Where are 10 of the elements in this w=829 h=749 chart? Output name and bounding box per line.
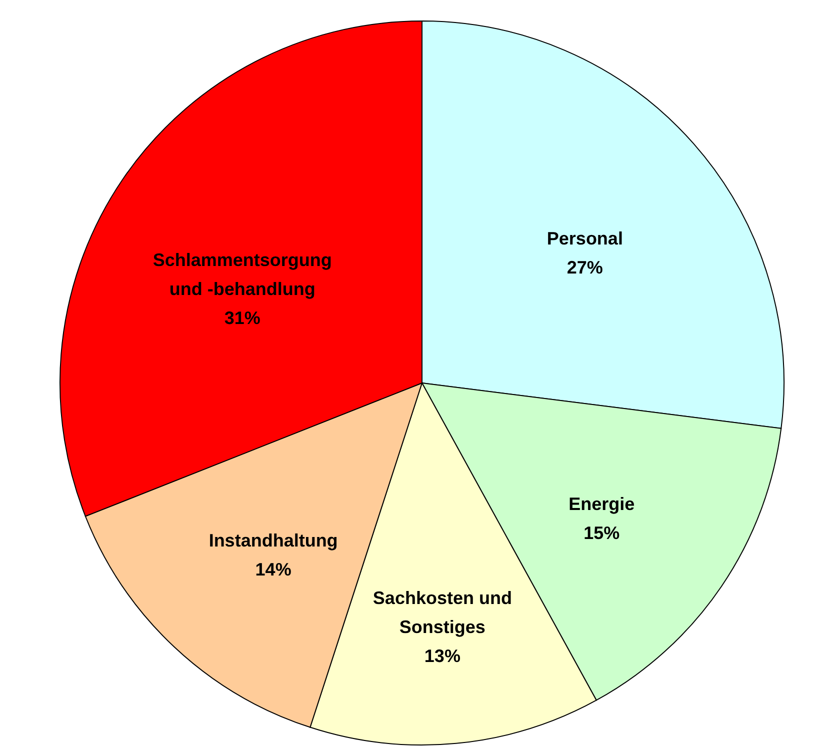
data-label: 13% bbox=[424, 646, 460, 666]
data-label: 27% bbox=[566, 257, 603, 278]
slice-label: Sachkosten und Sonstiges bbox=[372, 588, 512, 638]
slice-label: Energie bbox=[568, 494, 635, 514]
data-label: 31% bbox=[224, 308, 260, 328]
data-label: 15% bbox=[584, 523, 620, 544]
slice-label: Instandhaltung bbox=[208, 530, 338, 550]
data-label: 14% bbox=[255, 559, 292, 580]
slice-label: Schlammentsorgung und -behandlung bbox=[152, 250, 332, 299]
slice-label: Personal bbox=[546, 228, 623, 248]
